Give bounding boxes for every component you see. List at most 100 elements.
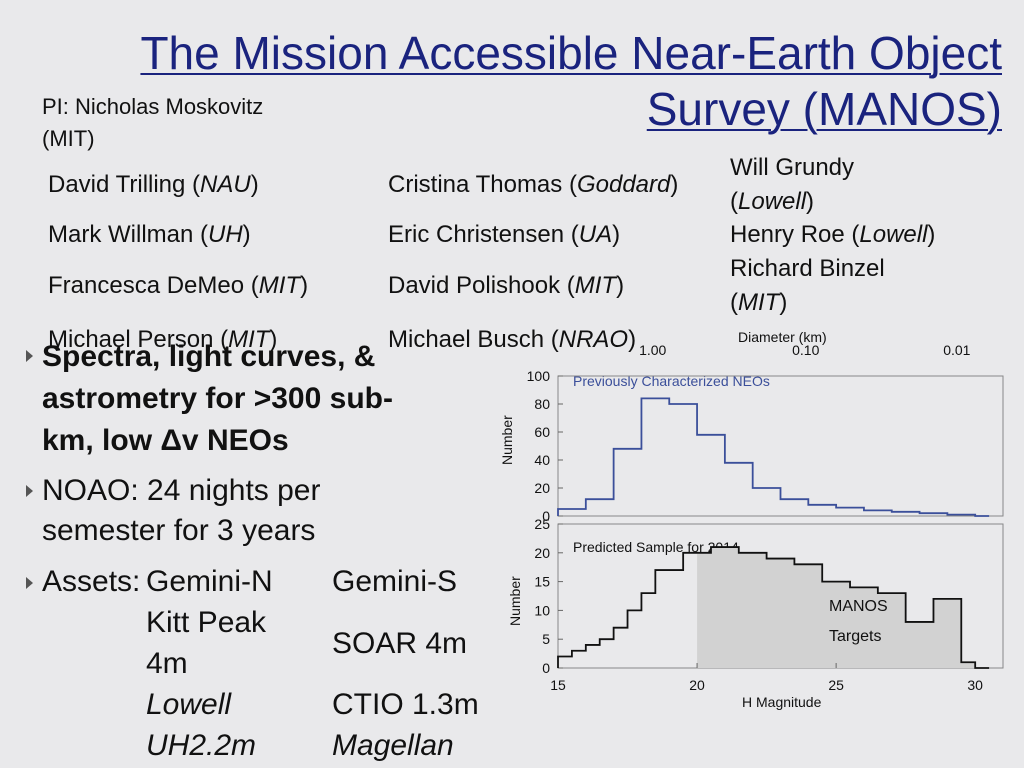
bullet-marker-3 — [26, 577, 33, 589]
y-tick-label: 15 — [534, 574, 550, 590]
data-point — [926, 621, 928, 623]
data-point — [634, 448, 636, 450]
y-tick-label: 60 — [534, 424, 550, 440]
data-point — [592, 498, 594, 500]
top-panel-title: Previously Characterized NEOs — [573, 373, 770, 389]
team-member-thomas: Cristina Thomas (Goddard) — [388, 171, 679, 198]
y-tick-label: 0 — [542, 660, 550, 676]
slide-title-line2: Survey (MANOS) — [646, 83, 1002, 135]
data-point — [801, 498, 803, 500]
data-point — [675, 569, 677, 571]
data-point — [592, 644, 594, 646]
bullet-marker-2 — [26, 485, 33, 497]
manos-shade-label-line2: Targets — [829, 628, 881, 645]
data-point — [689, 552, 691, 554]
y-tick-label: 100 — [527, 368, 551, 384]
data-point — [578, 650, 580, 652]
asset-soar: SOAR 4m — [332, 627, 468, 660]
data-point — [773, 558, 775, 560]
y-tick-label: 5 — [542, 631, 550, 647]
data-point — [759, 552, 761, 554]
x-tick-label: 25 — [828, 677, 844, 693]
bullet-spectra-line1: Spectra, light curves, & — [42, 340, 376, 373]
team-member-grundy-inst: (Lowell) — [730, 188, 815, 215]
asset-lowell: Lowell — [146, 688, 232, 721]
data-point — [564, 508, 566, 510]
data-point — [828, 504, 830, 506]
y-tick-label: 20 — [534, 480, 550, 496]
data-point — [675, 403, 677, 405]
team-member-christensen: Eric Christensen (UA) — [388, 221, 621, 248]
data-point — [787, 558, 789, 560]
data-point — [745, 552, 747, 554]
data-point — [703, 552, 705, 554]
bullet-marker-1 — [26, 350, 33, 362]
bullet-noao-line1: NOAO: 24 nights per — [42, 474, 321, 507]
data-point — [926, 512, 928, 514]
top-tick-label: 0.10 — [792, 342, 819, 358]
slide-title-line1: The Mission Accessible Near-Earth Object — [140, 27, 1002, 79]
data-point — [717, 546, 719, 548]
y-tick-label: 0 — [542, 508, 550, 524]
data-point — [661, 398, 663, 400]
data-point — [842, 507, 844, 509]
y-tick-label: 25 — [534, 516, 550, 532]
data-point — [759, 487, 761, 489]
team-member-roe: Henry Roe (Lowell) — [730, 221, 936, 248]
bottom-panel-title: Predicted Sample for 2014 — [573, 539, 739, 555]
y-tick-label: 80 — [534, 396, 550, 412]
bullet-spectra-line3: km, low Δv NEOs — [42, 424, 289, 457]
top-axis-label: Diameter (km) — [738, 329, 827, 345]
bottom-panel: 0 5 10 15 20 25 15 20 25 30 — [534, 516, 1004, 693]
data-point — [856, 507, 858, 509]
data-point — [981, 515, 983, 517]
data-point — [648, 398, 650, 400]
team-member-binzel-name: Richard Binzel — [730, 255, 885, 282]
data-point — [703, 434, 705, 436]
data-point — [856, 587, 858, 589]
data-point — [870, 587, 872, 589]
asset-kitt-peak-line2: 4m — [146, 647, 188, 680]
plot-frame — [557, 523, 1004, 669]
data-point — [689, 403, 691, 405]
manos-shade-label-line1: MANOS — [829, 598, 888, 615]
bullet-spectra-line2: astrometry for >300 sub- — [42, 382, 393, 415]
data-point — [912, 621, 914, 623]
team-member-busch: Michael Busch (NRAO) — [388, 326, 637, 353]
data-point — [912, 511, 914, 513]
data-point — [578, 508, 580, 510]
data-point — [564, 656, 566, 658]
data-point — [954, 514, 956, 516]
asset-kitt-peak-line1: Kitt Peak — [146, 606, 267, 639]
top-panel: 0 20 40 60 80 100 1.00 0.10 0.01 — [527, 342, 1004, 524]
data-point — [731, 462, 733, 464]
data-point — [967, 661, 969, 663]
data-point — [981, 667, 983, 669]
team-member-grundy-name: Will Grundy — [730, 154, 855, 181]
plot-frame — [557, 375, 1004, 517]
data-point — [870, 510, 872, 512]
asset-magellan: Magellan — [332, 729, 454, 762]
x-tick-label: 20 — [689, 677, 705, 693]
data-point — [940, 512, 942, 514]
data-point — [954, 598, 956, 600]
asset-gemini-n: Gemini-N — [146, 565, 273, 598]
data-point — [828, 581, 830, 583]
data-point — [898, 511, 900, 513]
asset-gemini-s: Gemini-S — [332, 565, 458, 598]
bullet-assets-label: Assets: — [42, 565, 141, 598]
data-point — [967, 514, 969, 516]
y-tick-label: 10 — [534, 602, 550, 618]
data-point — [787, 498, 789, 500]
data-point — [842, 581, 844, 583]
team-member-willman: Mark Willman (UH) — [48, 221, 251, 248]
data-point — [940, 598, 942, 600]
data-point — [620, 627, 622, 629]
y-tick-label: 40 — [534, 452, 550, 468]
top-tick-label: 0.01 — [943, 342, 970, 358]
data-point — [898, 592, 900, 594]
data-point — [884, 510, 886, 512]
bottom-panel-ylabel: Number — [507, 576, 523, 626]
data-point — [661, 569, 663, 571]
data-point — [814, 564, 816, 566]
